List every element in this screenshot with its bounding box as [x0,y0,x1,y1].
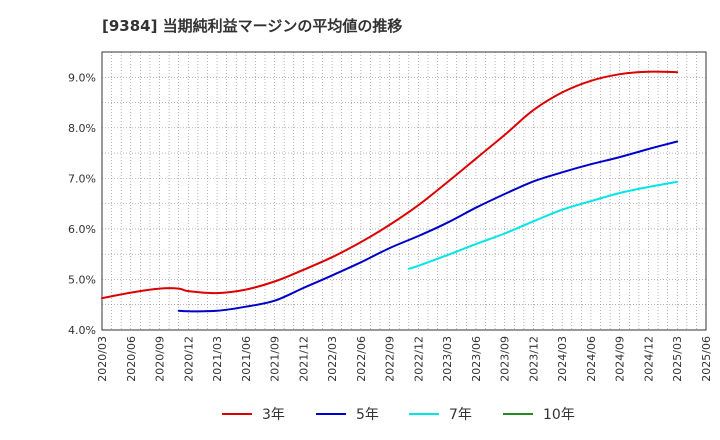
x-tick-label: 2021/09 [269,336,282,382]
x-tick-label: 2024/09 [614,336,627,382]
x-tick-label: 2020/09 [154,336,167,382]
x-tick-label: 2020/06 [125,336,138,382]
y-tick-label: 9.0% [68,71,96,84]
chart-title: [9384] 当期純利益マージンの平均値の推移 [102,17,402,35]
legend-label: 7年 [449,407,472,423]
x-tick-label: 2024/12 [642,336,655,382]
x-axis: 2020/03 2020/06 2020/09 2020/12 2021/03 2021/… [96,336,713,382]
series-layer [101,70,679,313]
y-tick-label: 6.0% [68,223,96,236]
x-tick-label: 2025/06 [700,336,713,382]
y-tick-label: 7.0% [68,172,96,185]
x-tick-label: 2023/03 [441,336,454,382]
legend-label: 10年 [543,407,575,423]
y-tick-label: 4.0% [68,324,96,337]
x-tick-label: 2022/06 [355,336,368,382]
y-tick-label: 5.0% [68,273,96,286]
series-line-3年 [101,70,679,300]
x-tick-label: 2021/03 [211,336,224,382]
x-tick-label: 2022/03 [326,336,339,382]
x-tick-label: 2021/06 [240,336,253,382]
y-axis: 4.0% 5.0% 6.0% 7.0% 8.0% 9.0% [68,71,96,337]
x-tick-label: 2023/09 [499,336,512,382]
legend-label: 3年 [262,407,285,423]
series-line-7年 [407,180,679,270]
x-tick-label: 2025/03 [671,336,684,382]
series-line-5年 [177,140,679,313]
x-tick-label: 2024/03 [556,336,569,382]
x-tick-label: 2022/12 [412,336,425,382]
x-tick-label: 2023/06 [470,336,483,382]
x-tick-label: 2023/12 [527,336,540,382]
x-tick-label: 2022/09 [384,336,397,382]
plot-border [101,51,707,331]
x-tick-label: 2020/03 [96,336,109,382]
x-tick-label: 2024/06 [585,336,598,382]
x-tick-label: 2020/12 [182,336,195,382]
legend-label: 5年 [356,407,379,423]
x-tick-label: 2021/12 [297,336,310,382]
legend: 3年 5年 7年 10年 [222,407,575,423]
y-tick-label: 8.0% [68,122,96,135]
plot-area [102,52,706,330]
